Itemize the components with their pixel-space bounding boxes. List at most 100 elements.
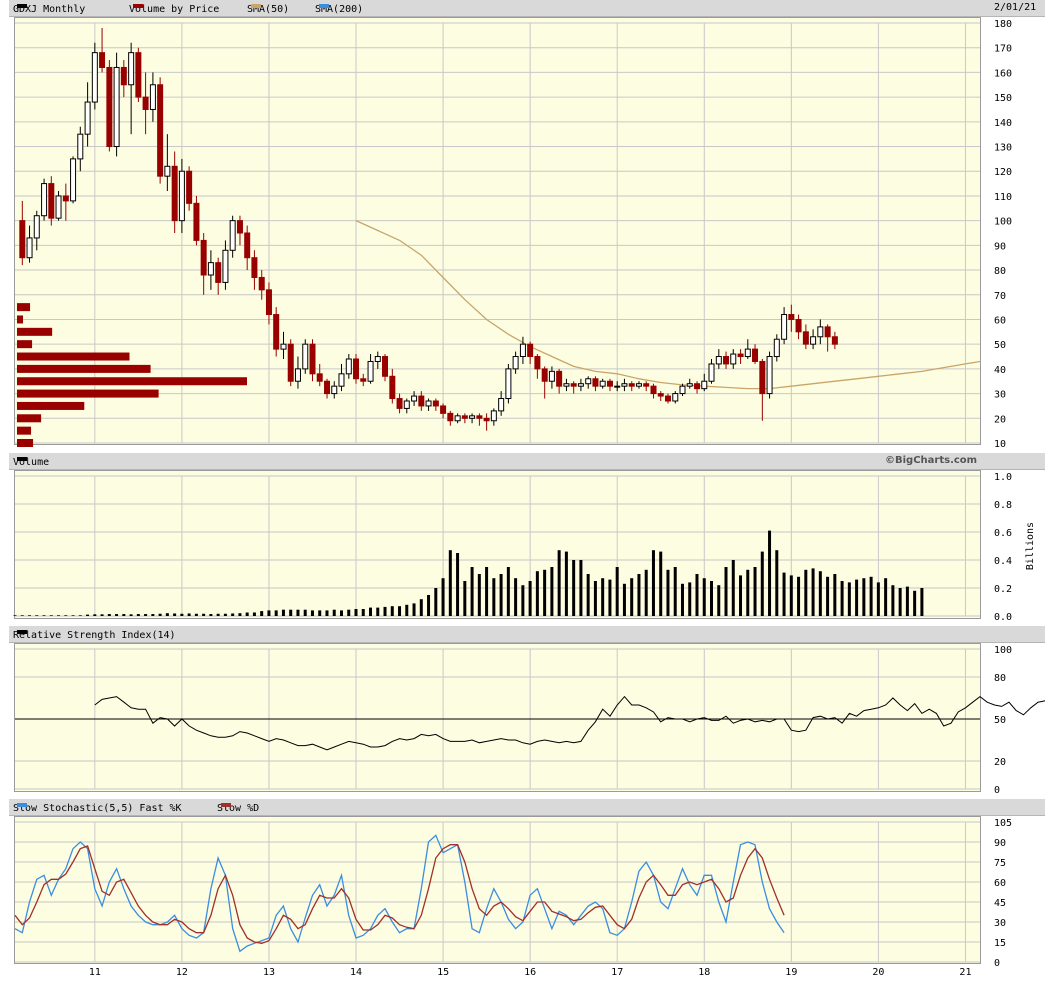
volume-bar (35, 615, 39, 616)
candle-body (432, 400, 439, 407)
volume-chart: 0.0 0.2 0.4 0.6 0.8 1.0 Billions (13, 472, 1036, 623)
volume-bar (782, 572, 786, 616)
volume-bar (709, 581, 713, 616)
candle-body (411, 395, 418, 402)
candle-body (723, 356, 730, 365)
slow-d-line (14, 844, 785, 944)
x-tick-label: 17 (611, 967, 623, 978)
candle-body (91, 52, 98, 103)
volume-bar (347, 609, 351, 616)
volume-by-price-bar (17, 401, 85, 410)
candle-body (41, 183, 48, 217)
volume-bar (180, 613, 184, 616)
volume-bar (86, 614, 90, 616)
volume-bar (281, 609, 285, 616)
volume-bar (398, 606, 402, 616)
candle-body (577, 383, 584, 387)
volume-bar (100, 614, 104, 616)
volume-bar (202, 613, 206, 616)
candle-body (33, 215, 40, 239)
candle-body (287, 343, 294, 382)
y-tick-label: 105 (994, 818, 1012, 829)
candle-body (99, 52, 106, 68)
candle-body (490, 410, 497, 422)
volume-by-price-bar (17, 439, 34, 447)
x-tick-label: 21 (959, 967, 971, 978)
stoch-plot-area[interactable] (14, 816, 981, 964)
volume-bar (717, 585, 721, 616)
y-tick-label: 70 (994, 291, 1006, 302)
fast-k-line (14, 834, 785, 953)
volume-bar (586, 574, 590, 616)
candle-body (621, 383, 628, 387)
volume-bar (731, 560, 735, 616)
volume-bar (891, 585, 895, 616)
volume-bar (354, 609, 358, 616)
candle-body (55, 195, 62, 219)
x-tick-label: 18 (698, 967, 710, 978)
volume-bar (818, 571, 822, 616)
candle-body (606, 380, 613, 387)
candle-body (548, 370, 555, 382)
volume-bar (78, 615, 82, 616)
candle-body (802, 331, 809, 345)
rsi-plot-area[interactable] (14, 643, 981, 792)
candle-body (302, 343, 309, 370)
candle-body (106, 66, 113, 148)
volume-bar (151, 614, 155, 616)
y-tick-label: 30 (994, 918, 1006, 929)
volume-bar (332, 609, 336, 616)
candle-body (171, 165, 178, 222)
volume-bar (840, 581, 844, 616)
volume-bar (739, 575, 743, 616)
volume-bar (289, 609, 293, 616)
volume-bar (775, 550, 779, 616)
volume-bar (884, 578, 888, 616)
volume-bar (905, 586, 909, 616)
y-tick-label: 15 (994, 938, 1006, 949)
volume-bar (797, 576, 801, 616)
volume-bar (339, 610, 343, 616)
candle-body (643, 383, 650, 387)
candle-body (730, 353, 737, 365)
volume-bar (593, 581, 597, 616)
candle-body (178, 170, 185, 222)
candle-body (781, 314, 788, 340)
candle-body (19, 220, 26, 259)
volume-bar (622, 583, 626, 616)
volume-bar (695, 574, 699, 616)
candle-body (207, 262, 214, 276)
volume-bar (651, 550, 655, 616)
y-tick-label: 100 (994, 645, 1012, 656)
candle-body (345, 358, 352, 375)
volume-bar (869, 576, 873, 616)
candle-body (570, 383, 577, 387)
volume-bar (144, 614, 148, 616)
candle-body (316, 373, 323, 382)
candle-body (476, 415, 483, 419)
candle-body (128, 52, 135, 86)
x-tick-label: 19 (785, 967, 797, 978)
volume-bar (383, 606, 387, 616)
candle-body (635, 383, 642, 387)
y-tick-label: 100 (994, 217, 1012, 228)
volume-bar (361, 609, 365, 616)
volume-axis-label: Billions (1025, 522, 1036, 570)
volume-by-price-bar (17, 327, 53, 336)
volume-bar (122, 614, 126, 616)
volume-by-price-bar (17, 352, 130, 361)
candle-body (664, 395, 671, 402)
x-tick-label: 16 (524, 967, 536, 978)
volume-bar (448, 550, 452, 616)
y-tick-label: 150 (994, 93, 1012, 104)
volume-bar (811, 568, 815, 616)
x-tick-label: 13 (263, 967, 275, 978)
candle-body (193, 202, 200, 241)
price-chart: 10 20 30 40 50 60 70 80 90 100 110 120 130 140 150 160 1… (15, 19, 1012, 450)
candle-body (715, 356, 722, 365)
y-tick-label: 20 (994, 757, 1006, 768)
candle-body (512, 356, 519, 370)
candle-body (186, 170, 193, 204)
candle-body (374, 356, 381, 362)
